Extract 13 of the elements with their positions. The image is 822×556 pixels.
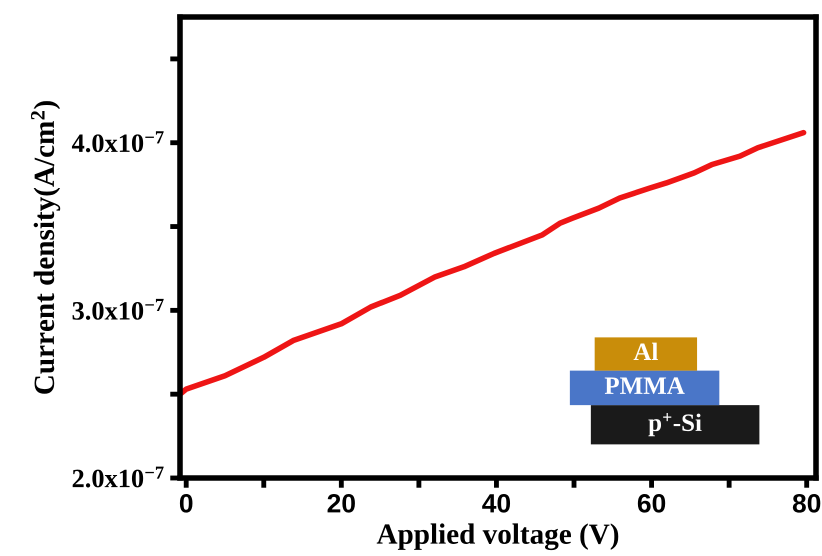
y-tick-label: 4.0x10$^{−7}$: [72, 131, 164, 152]
y-tick-label: 3.0x10$^{−7}$: [72, 298, 164, 320]
x-tick-label: 0: [180, 494, 192, 513]
y-tick-label: 2.0x10$^{−7}$: [72, 466, 164, 488]
x-axis-title: Applied voltage (V): [376, 523, 618, 550]
y-axis-title: Current density(A/cm$^{2}$): [31, 101, 60, 394]
annotation: PMMA: [604, 377, 685, 394]
x-tick-label: 60: [638, 494, 666, 513]
annotation: p$^{+}$-Si: [648, 413, 702, 436]
x-tick-label: 20: [328, 494, 355, 513]
annotation: Al: [634, 342, 658, 360]
x-tick-label: 80: [792, 494, 820, 513]
x-tick-label: 40: [482, 494, 510, 513]
